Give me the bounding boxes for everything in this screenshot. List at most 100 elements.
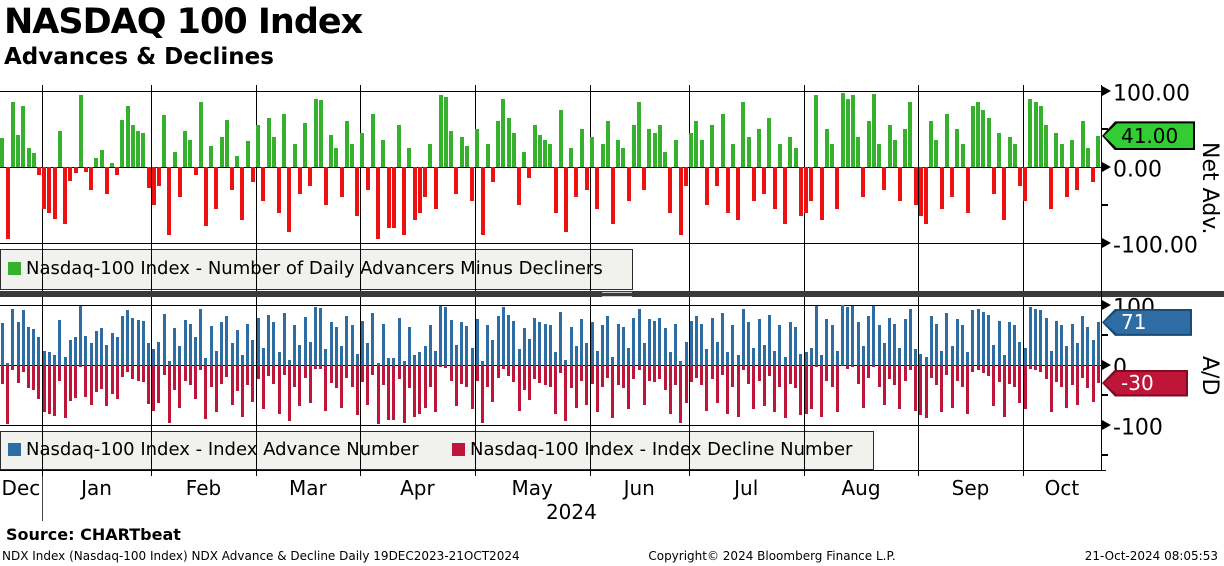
net-adv-bar (1012, 144, 1017, 167)
decline-bar (945, 365, 949, 375)
decline-bar (590, 365, 594, 384)
advance-bar (277, 352, 281, 365)
net-adv-bar (657, 125, 662, 167)
decline-bar (856, 365, 860, 384)
net-adv-bar (10, 102, 15, 167)
decline-bar (684, 365, 688, 403)
net-adv-bar (652, 132, 657, 167)
net-adv-bar (120, 119, 125, 167)
net-adv-bar (767, 117, 772, 167)
advance-bar (501, 307, 505, 365)
advance-bar (434, 351, 437, 365)
legend-decline[interactable]: Nasdaq-100 Index - Index Decline Number (452, 431, 852, 468)
decline-bar (188, 365, 192, 385)
advance-bar (314, 307, 317, 365)
advance-bar (679, 361, 683, 365)
net-adv-bar (924, 167, 928, 224)
legend-box-net[interactable] (0, 249, 633, 290)
advance-bar (705, 349, 709, 365)
advance-bar (418, 352, 422, 365)
net-adv-bar (464, 145, 469, 167)
page-subtitle: Advances & Declines (4, 44, 274, 70)
decline-bar (637, 365, 641, 370)
legend-net[interactable]: Nasdaq-100 Index - Number of Daily Advan… (8, 249, 603, 288)
net-adv-bar (224, 119, 229, 167)
gridline-vertical (151, 297, 153, 470)
net-adv-bar (162, 115, 167, 167)
advance-bar (355, 354, 359, 365)
y-axis-tick-label: -100 (1113, 415, 1163, 441)
last-value-badge-decline: -30 (1102, 369, 1188, 397)
axis-tick-arrow-icon (1102, 360, 1111, 370)
net-adv-bar (569, 148, 574, 167)
badge-advance-value: 71 (1121, 310, 1147, 335)
advance-bar (37, 337, 41, 365)
decline-bar (961, 365, 964, 387)
decline-bar (527, 365, 531, 400)
panel-separator-handle-icon[interactable] (602, 292, 632, 297)
advance-bar (601, 325, 604, 365)
badge-fill (1104, 123, 1193, 149)
decline-bar (851, 365, 855, 367)
axis-tick-arrow-icon (1102, 420, 1111, 430)
net-adv-bar (52, 167, 57, 219)
advance-bar (846, 307, 850, 365)
advance-bar (507, 315, 510, 365)
advance-bar (308, 342, 312, 365)
advance-bar (126, 310, 130, 365)
advance-bar (1091, 340, 1095, 365)
legend-advance[interactable]: Nasdaq-100 Index - Index Advance Number (8, 431, 419, 468)
advance-bar (987, 315, 991, 365)
gridline-horizontal (0, 425, 1101, 426)
net-adv-bar (621, 148, 626, 167)
net-adv-bar (475, 129, 480, 167)
net-adv-bar (188, 139, 193, 167)
advance-bar (663, 328, 667, 365)
x-axis-year-label: 2024 (545, 500, 597, 524)
advance-bar (658, 318, 662, 365)
decline-bar (747, 365, 751, 384)
advance-bar (465, 326, 469, 365)
last-value-badge-advance: 71 (1102, 308, 1192, 336)
advance-bar (115, 337, 119, 365)
advance-bar (564, 360, 568, 365)
net-adv-bar (579, 129, 584, 167)
advance-bar (647, 319, 651, 365)
net-adv-bar (610, 167, 615, 224)
legend-box-ad[interactable] (0, 431, 874, 470)
legend-decline-label: Nasdaq-100 Index - Index Decline Number (470, 439, 853, 460)
advance-bar (606, 316, 610, 365)
x-axis-tick (1022, 470, 1024, 476)
decline-bar (100, 365, 103, 389)
decline-bar (1096, 365, 1100, 383)
decline-bar (908, 365, 912, 370)
decline-bar (392, 365, 396, 420)
decline-bar (147, 365, 150, 404)
net-adv-bar (198, 102, 203, 167)
decline-bar (950, 365, 954, 408)
net-adv-bar (282, 113, 287, 167)
decline-bar (1060, 365, 1064, 387)
decline-bar (79, 365, 83, 367)
advance-bar (898, 348, 902, 365)
decline-bar (282, 365, 286, 375)
net-adv-bar (944, 113, 949, 167)
decline-bar (120, 365, 124, 377)
decline-bar (355, 365, 359, 415)
net-adv-bar (391, 167, 396, 228)
decline-bar (992, 365, 996, 406)
net-adv-bar (600, 144, 605, 167)
advance-bar (888, 318, 891, 365)
decline-bar (882, 365, 886, 405)
advance-bar (684, 342, 688, 365)
net-adv-bar (89, 167, 94, 190)
net-adv-bar (720, 113, 725, 167)
decline-bar (929, 365, 933, 378)
decline-bar (53, 365, 57, 416)
decline-bar (194, 365, 197, 399)
advance-bar (235, 330, 239, 365)
gridline-horizontal (0, 243, 1101, 244)
net-adv-bar (699, 140, 704, 167)
advance-bar (820, 355, 824, 365)
net-adv-bar (449, 130, 454, 167)
